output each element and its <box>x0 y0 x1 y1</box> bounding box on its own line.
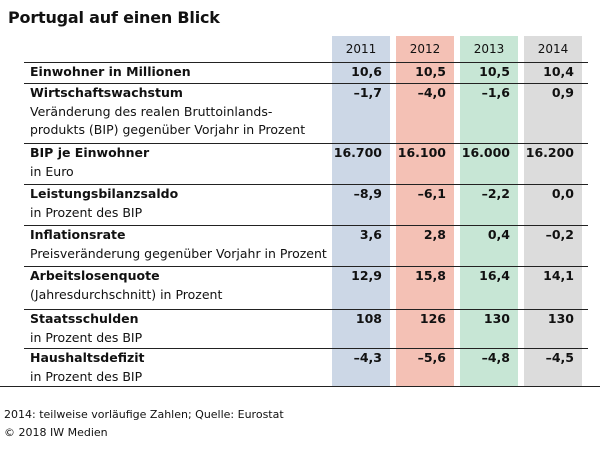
table-cell: 10,6 <box>351 64 382 79</box>
table-cell: 16.200 <box>525 145 574 160</box>
row-divider <box>24 143 588 144</box>
row-label: Haushaltsdefizit <box>30 350 145 365</box>
table-cell: 0,9 <box>551 85 574 100</box>
row-divider <box>24 184 588 185</box>
row-label: Inflationsrate <box>30 227 126 242</box>
year-column-bg <box>396 36 454 386</box>
table-cell: –8,9 <box>353 186 382 201</box>
row-label: Einwohner in Millionen <box>30 64 191 79</box>
table-cell: 0,0 <box>551 186 574 201</box>
table-cell: –4,3 <box>353 350 382 365</box>
table-cell: 16.000 <box>461 145 510 160</box>
year-column-bg <box>332 36 390 386</box>
row-sublabel: in Prozent des BIP <box>30 205 143 220</box>
table-cell: –6,1 <box>417 186 446 201</box>
table-cell: 16,4 <box>479 268 510 283</box>
row-sublabel: Veränderung des realen Bruttoinlands- <box>30 104 273 119</box>
page-title: Portugal auf einen Blick <box>8 8 220 27</box>
table-cell: 12,9 <box>351 268 382 283</box>
table-cell: 15,8 <box>415 268 446 283</box>
table-cell: 3,6 <box>359 227 382 242</box>
table-cell: 14,1 <box>543 268 574 283</box>
row-label: BIP je Einwohner <box>30 145 150 160</box>
table-cell: 2,8 <box>423 227 446 242</box>
year-column-bg <box>524 36 582 386</box>
table-cell: 10,4 <box>543 64 574 79</box>
year-header: 2013 <box>473 42 505 56</box>
table-cell: 130 <box>483 311 510 326</box>
row-divider <box>24 83 588 84</box>
table-cell: –2,2 <box>481 186 510 201</box>
table-cell: 0,4 <box>487 227 510 242</box>
table-cell: 130 <box>547 311 574 326</box>
copyright: © 2018 IW Medien <box>4 426 108 439</box>
table-cell: –1,7 <box>353 85 382 100</box>
table-cell: 10,5 <box>479 64 510 79</box>
row-sublabel: produkts (BIP) gegenüber Vorjahr in Proz… <box>30 122 306 137</box>
table-cell: –0,2 <box>545 227 574 242</box>
year-column-bg <box>460 36 518 386</box>
row-label: Staatsschulden <box>30 311 139 326</box>
source-note: 2014: teilweise vorläufige Zahlen; Quell… <box>4 408 284 421</box>
row-divider <box>24 62 588 63</box>
row-divider <box>24 225 588 226</box>
table-cell: 16.700 <box>333 145 382 160</box>
row-sublabel: in Prozent des BIP <box>30 330 143 345</box>
row-label: Wirtschaftswachstum <box>30 85 183 100</box>
table-cell: 126 <box>419 311 446 326</box>
row-divider <box>24 266 588 267</box>
row-divider <box>24 309 588 310</box>
row-label: Arbeitslosenquote <box>30 268 160 283</box>
year-header: 2011 <box>345 42 377 56</box>
table-cell: –5,6 <box>417 350 446 365</box>
year-header: 2014 <box>537 42 569 56</box>
table-cell: –4,8 <box>481 350 510 365</box>
row-divider <box>0 386 600 387</box>
row-divider <box>24 348 588 349</box>
row-sublabel: (Jahresdurchschnitt) in Prozent <box>30 287 223 302</box>
table-cell: 10,5 <box>415 64 446 79</box>
table-cell: –4,0 <box>417 85 446 100</box>
table-cell: –1,6 <box>481 85 510 100</box>
year-header: 2012 <box>409 42 441 56</box>
row-sublabel: in Prozent des BIP <box>30 369 143 384</box>
table-cell: –4,5 <box>545 350 574 365</box>
row-label: Leistungsbilanzsaldo <box>30 186 179 201</box>
table-cell: 108 <box>355 311 382 326</box>
table-cell: 16.100 <box>397 145 446 160</box>
row-sublabel: in Euro <box>30 164 74 179</box>
row-sublabel: Preisveränderung gegenüber Vorjahr in Pr… <box>30 246 327 261</box>
